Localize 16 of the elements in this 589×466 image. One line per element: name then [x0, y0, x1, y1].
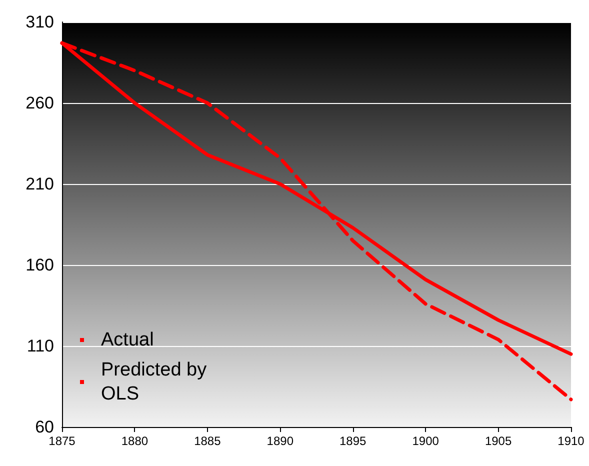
x-tick-label: 1895 — [340, 434, 367, 448]
y-tick-label: 260 — [26, 94, 54, 112]
y-tick-label: 160 — [26, 256, 54, 274]
x-tick-label: 1900 — [412, 434, 440, 448]
x-tick-label: 1885 — [194, 434, 222, 448]
x-tick-label: 1905 — [484, 434, 512, 448]
legend-label: Actual — [101, 330, 154, 350]
x-tick-label: 1880 — [121, 434, 148, 448]
y-tick-label: 310 — [26, 12, 54, 32]
legend-label: Predicted by OLS — [101, 360, 212, 404]
y-tick-label: 60 — [35, 418, 54, 436]
x-tick-label: 1875 — [48, 434, 76, 448]
y-tick-label: 110 — [26, 336, 54, 356]
y-tick-label: 210 — [26, 174, 54, 194]
x-tick-label: 1910 — [558, 434, 585, 448]
x-tick-label: 1890 — [266, 434, 294, 448]
